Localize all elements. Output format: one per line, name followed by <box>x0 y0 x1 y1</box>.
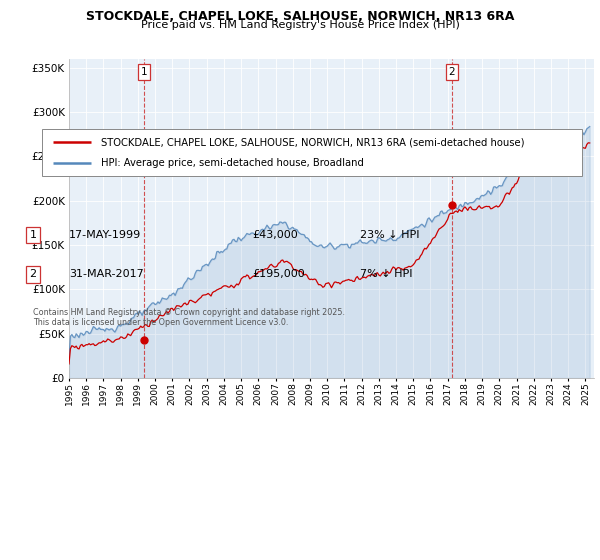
Text: £195,000: £195,000 <box>252 269 305 279</box>
Text: Price paid vs. HM Land Registry's House Price Index (HPI): Price paid vs. HM Land Registry's House … <box>140 20 460 30</box>
Text: 2: 2 <box>29 269 37 279</box>
Text: 31-MAR-2017: 31-MAR-2017 <box>69 269 144 279</box>
Text: 17-MAY-1999: 17-MAY-1999 <box>69 230 141 240</box>
FancyBboxPatch shape <box>42 129 582 176</box>
Text: 2: 2 <box>449 67 455 77</box>
Text: STOCKDALE, CHAPEL LOKE, SALHOUSE, NORWICH, NR13 6RA (semi-detached house): STOCKDALE, CHAPEL LOKE, SALHOUSE, NORWIC… <box>101 137 525 147</box>
Text: 7% ↓ HPI: 7% ↓ HPI <box>360 269 413 279</box>
Text: 1: 1 <box>29 230 37 240</box>
Text: £43,000: £43,000 <box>252 230 298 240</box>
Text: Contains HM Land Registry data © Crown copyright and database right 2025.
This d: Contains HM Land Registry data © Crown c… <box>33 308 345 328</box>
Text: 23% ↓ HPI: 23% ↓ HPI <box>360 230 419 240</box>
Text: STOCKDALE, CHAPEL LOKE, SALHOUSE, NORWICH, NR13 6RA: STOCKDALE, CHAPEL LOKE, SALHOUSE, NORWIC… <box>86 10 514 23</box>
Text: 1: 1 <box>141 67 148 77</box>
Text: HPI: Average price, semi-detached house, Broadland: HPI: Average price, semi-detached house,… <box>101 158 364 168</box>
